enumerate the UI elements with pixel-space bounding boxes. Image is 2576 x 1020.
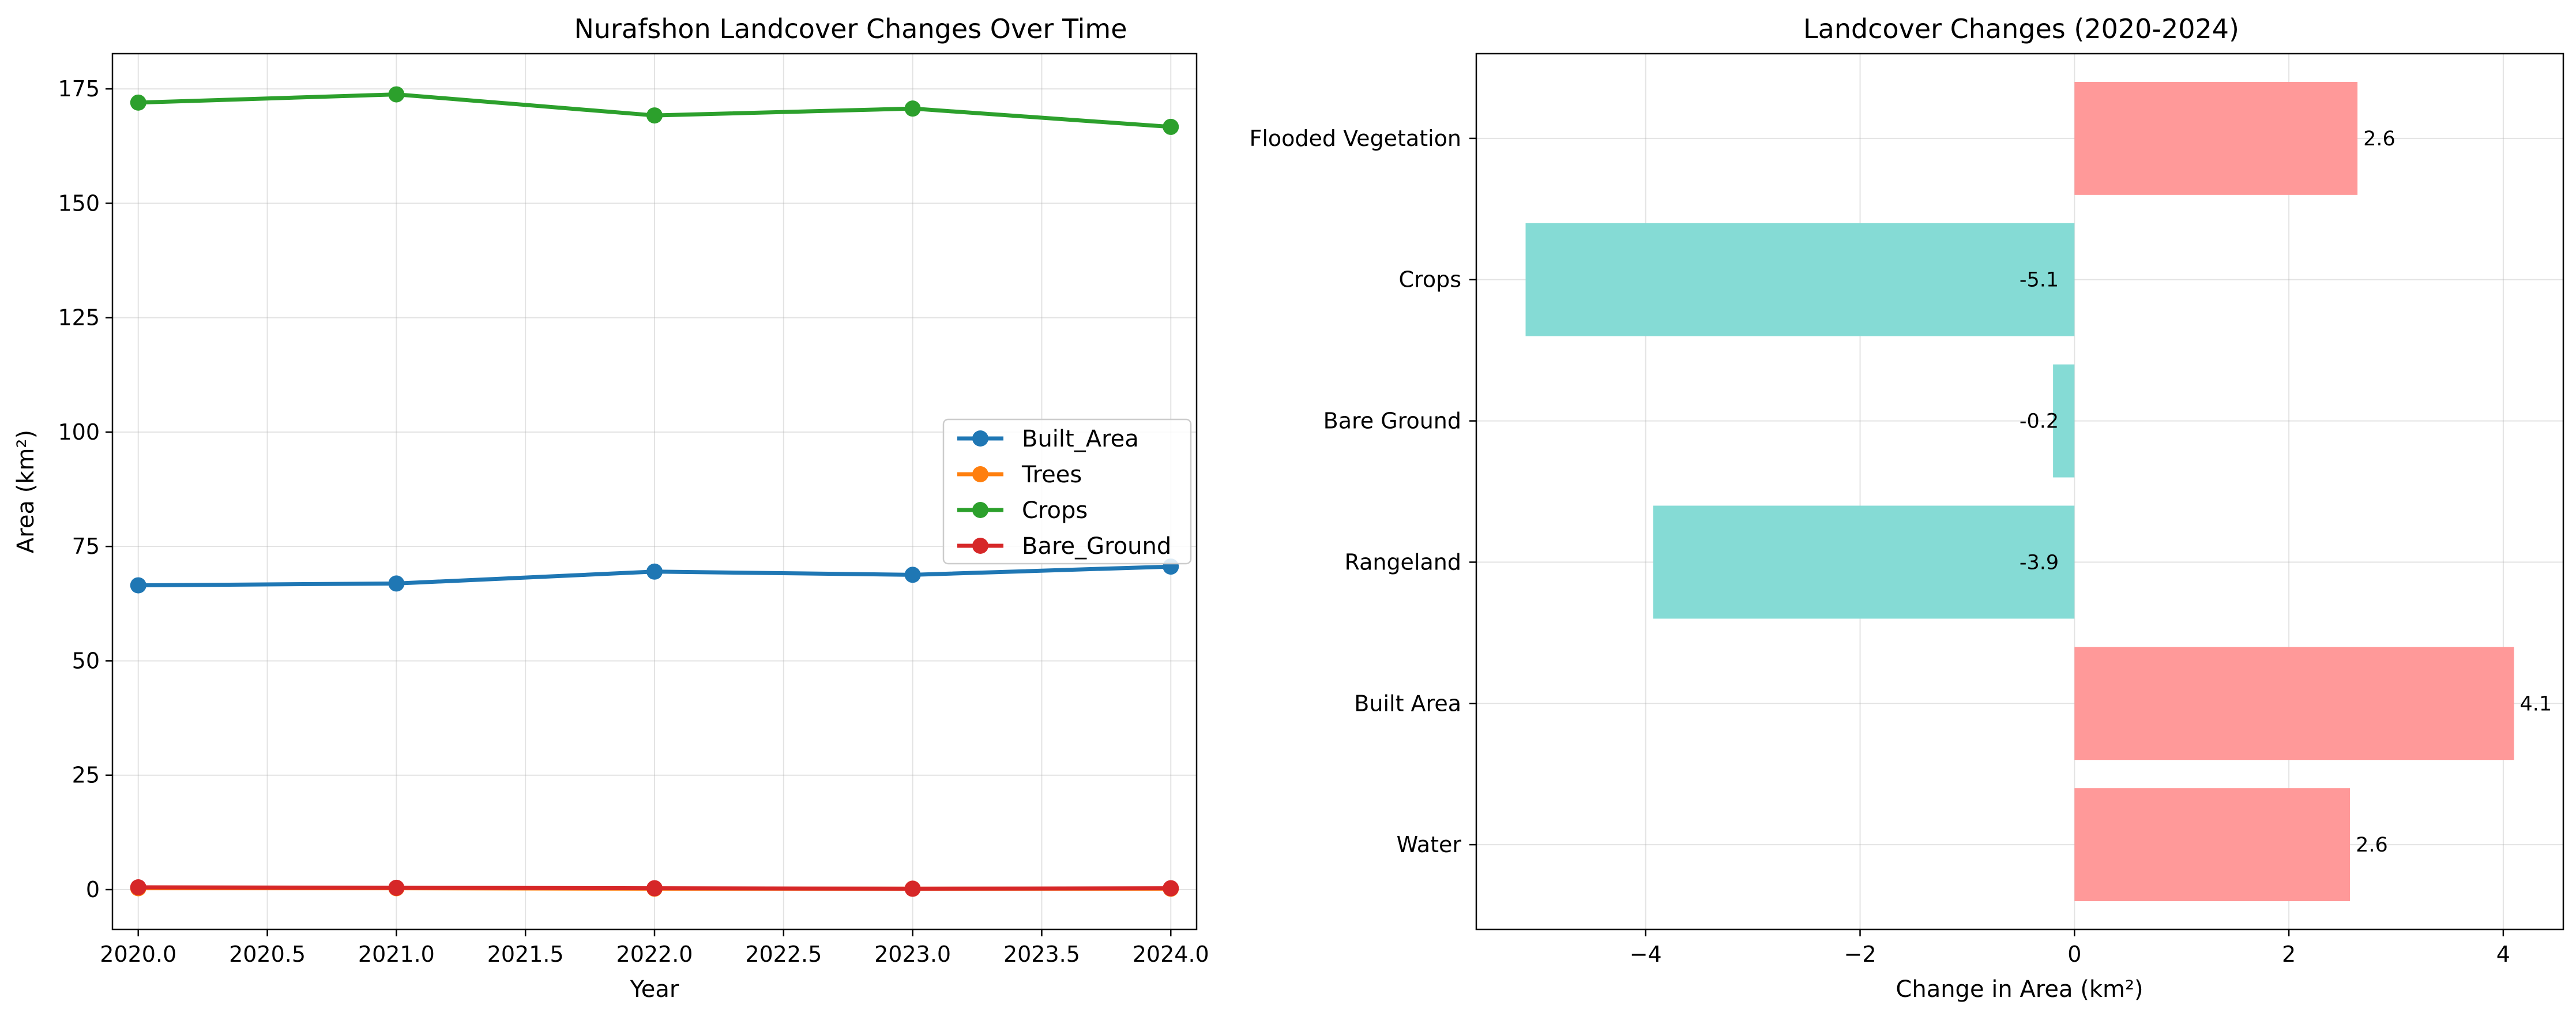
x-tick-label: 2022.0 — [616, 942, 693, 967]
legend-label: Built_Area — [1022, 426, 1139, 452]
data-point — [646, 880, 663, 897]
line-chart-x-ticks: 2020.0 2020.5 2021.0 2021.5 2022.0 2022.5 2023… — [100, 929, 1209, 967]
data-point — [388, 86, 405, 103]
bar-bare-ground — [2053, 364, 2075, 478]
x-tick-label: 2022.5 — [745, 942, 822, 967]
legend-items: Built_Area Trees Crops Bare_Ground — [957, 426, 1171, 560]
line-chart-title: Nurafshon Landcover Changes Over Time — [574, 13, 1127, 44]
bar-flooded-vegetation — [2074, 81, 2358, 195]
y-tick-label: 175 — [58, 76, 100, 102]
bar-built-area — [2074, 647, 2514, 760]
x-tick-label: 2023.5 — [1003, 942, 1080, 967]
legend-frame — [942, 418, 1192, 565]
data-point — [1163, 118, 1179, 135]
line-chart-y-axis-label: Area (km²) — [13, 430, 39, 553]
x-tick-label: 0 — [2067, 942, 2081, 967]
data-point — [388, 575, 405, 592]
bar-value-label: -3.9 — [2020, 551, 2059, 574]
bar-crops — [1525, 223, 2075, 336]
data-point — [130, 94, 146, 111]
data-point — [130, 879, 146, 896]
y-tick-label: Rangeland — [1345, 549, 1462, 575]
data-point — [646, 107, 663, 124]
bar-rangeland — [1653, 505, 2075, 619]
bar-chart-title: Landcover Changes (2020-2024) — [1803, 13, 2239, 44]
line-chart-legend: Built_Area Trees Crops Bare_Ground — [942, 418, 1192, 565]
x-tick-label: 2020.5 — [229, 942, 306, 967]
data-point — [904, 880, 921, 897]
x-tick-label: 2020.0 — [100, 942, 176, 967]
legend-item: Built_Area — [957, 426, 1139, 452]
y-tick-label: Built Area — [1354, 691, 1461, 716]
x-tick-label: −4 — [1630, 942, 1662, 967]
bar-chart-grid — [1476, 54, 2563, 929]
legend-marker — [972, 502, 988, 518]
bar-value-label: -5.1 — [2020, 269, 2059, 292]
bar-value-label: 2.6 — [2356, 834, 2388, 857]
bar-chart-bars: 2.6 4.1 -3.9 -0.2 -5.1 2.6 — [1525, 81, 2552, 902]
line-chart-y-ticks: 0 25 50 75 100 125 150 175 — [58, 76, 112, 902]
x-tick-label: −2 — [1844, 942, 1876, 967]
y-tick-label: 0 — [86, 877, 100, 902]
y-tick-label: Crops — [1399, 267, 1462, 292]
data-point — [130, 577, 146, 594]
y-tick-label: 75 — [72, 534, 100, 559]
legend-item: Bare_Ground — [957, 533, 1171, 560]
bar-value-label: 2.6 — [2363, 127, 2396, 151]
data-point — [388, 879, 405, 896]
legend-marker — [972, 538, 988, 554]
y-tick-label: 50 — [72, 648, 100, 673]
x-tick-label: 4 — [2496, 942, 2510, 967]
legend-item: Crops — [957, 497, 1088, 524]
data-point — [904, 100, 921, 117]
bar-chart-x-axis-label: Change in Area (km²) — [1896, 976, 2143, 1003]
x-tick-label: 2023.0 — [874, 942, 951, 967]
legend-label: Crops — [1022, 497, 1088, 524]
y-tick-label: 25 — [72, 763, 100, 788]
bar-chart: Landcover Changes (2020-2024) 2.6 4.1 -3.9… — [1249, 13, 2564, 1003]
x-tick-label: 2021.5 — [487, 942, 564, 967]
bar-water — [2074, 788, 2351, 902]
x-tick-label: 2 — [2282, 942, 2296, 967]
bar-chart-x-ticks: −4 −2 0 2 4 — [1630, 929, 2510, 967]
bar-chart-y-ticks: Water Built Area Rangeland Bare Ground Crops… — [1249, 126, 1476, 857]
y-tick-label: Water — [1397, 832, 1462, 857]
bar-chart-plot-frame — [1475, 52, 2564, 931]
data-point — [1163, 880, 1179, 897]
x-tick-label: 2024.0 — [1133, 942, 1209, 967]
bar-value-label: 4.1 — [2519, 692, 2552, 715]
series-crops — [130, 86, 1179, 135]
data-point — [904, 567, 921, 583]
legend-marker — [972, 430, 988, 447]
data-point — [646, 563, 663, 580]
series-bare-ground — [130, 879, 1179, 897]
y-tick-label: Bare Ground — [1323, 408, 1461, 434]
line-chart: Nurafshon Landcover Changes Over Time 20… — [13, 13, 1209, 1003]
series-built-area — [130, 558, 1179, 594]
line-chart-series — [130, 86, 1179, 897]
legend-label: Bare_Ground — [1022, 533, 1171, 560]
line-chart-x-axis-label: Year — [630, 976, 679, 1003]
legend-label: Trees — [1021, 462, 1082, 488]
legend-item: Trees — [957, 462, 1082, 488]
y-tick-label: 125 — [58, 305, 100, 331]
x-tick-label: 2021.0 — [358, 942, 435, 967]
y-tick-label: Flooded Vegetation — [1249, 126, 1461, 151]
legend-marker — [972, 466, 988, 482]
y-tick-label: 100 — [58, 419, 100, 445]
y-tick-label: 150 — [58, 190, 100, 216]
bar-value-label: -0.2 — [2020, 410, 2059, 433]
